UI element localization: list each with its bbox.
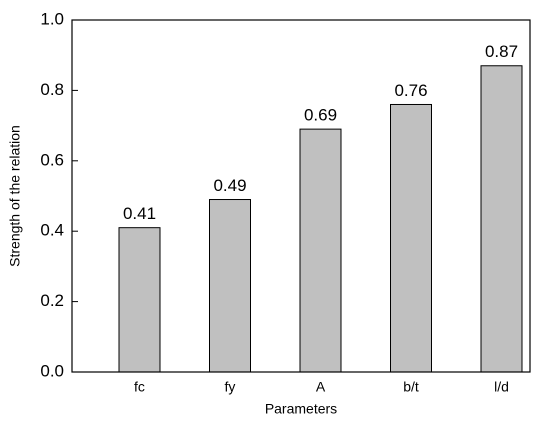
- bar: [390, 103, 432, 373]
- y-tick-label: 0.8: [40, 80, 64, 99]
- x-tick-label: l/d: [494, 379, 509, 395]
- bar: [209, 199, 251, 373]
- bar: [299, 128, 342, 373]
- x-tick-label: fc: [134, 379, 145, 395]
- plot-frame: [71, 19, 531, 373]
- x-tick-label: A: [316, 379, 326, 395]
- y-axis-label: Strength of the relation: [7, 125, 23, 267]
- x-axis-label: Parameters: [265, 401, 337, 417]
- y-tick-label: 0.4: [40, 221, 64, 240]
- y-tick-label: 0.6: [40, 150, 64, 169]
- value-label: 0.69: [304, 106, 337, 125]
- y-tick-label: 0.2: [40, 291, 64, 310]
- bar: [480, 65, 523, 373]
- y-tick-label: 1.0: [40, 9, 64, 28]
- value-label: 0.49: [213, 176, 246, 195]
- x-tick-label: fy: [225, 379, 236, 395]
- bar: [118, 227, 161, 373]
- y-tick-label: 0.0: [40, 361, 64, 380]
- value-label: 0.41: [123, 204, 156, 223]
- value-label: 0.76: [394, 81, 427, 100]
- value-label: 0.87: [485, 42, 518, 61]
- x-tick-label: b/t: [403, 379, 419, 395]
